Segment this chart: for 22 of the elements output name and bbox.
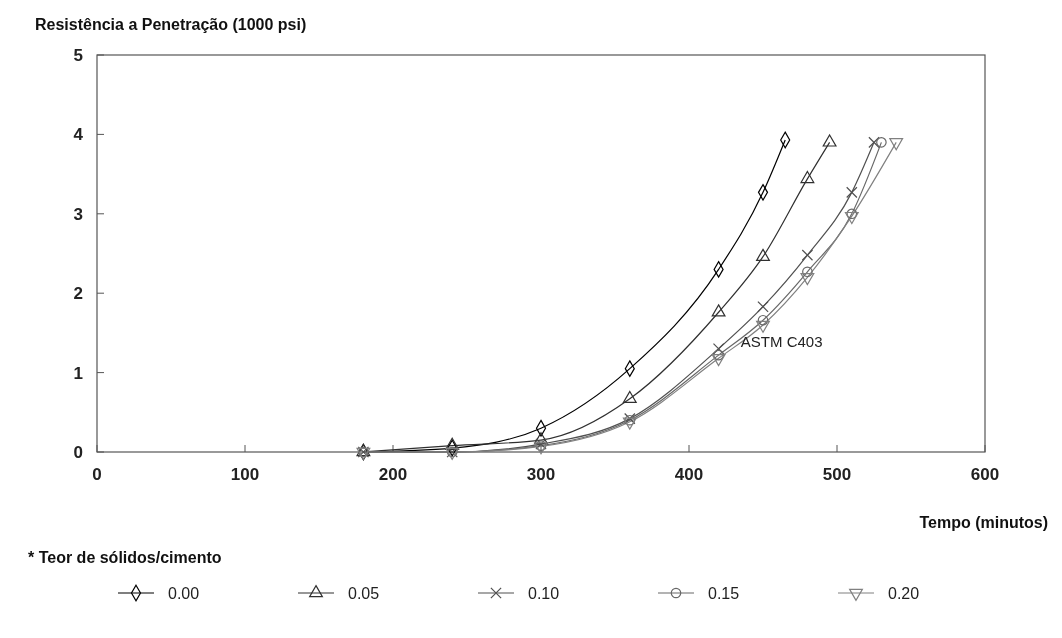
x-tick-label: 200 [378,465,408,484]
legend-label: 0.05 [348,584,380,602]
y-axis-title: Resistência a Penetração (1000 psi) [35,16,307,33]
y-tick-label: 0 [73,442,83,462]
y-tick-label: 4 [73,125,84,145]
x-axis-title: Tempo (minutos) [919,514,1048,531]
x-tick-label: 0 [92,465,102,484]
y-tick-label: 2 [73,284,83,304]
y-tick-label: 1 [73,363,83,383]
legend-label: 0.10 [528,584,560,602]
x-tick-label: 100 [230,465,260,484]
x-tick-label: 400 [674,465,704,484]
annotation: ASTM C403 [740,332,823,350]
y-tick-label: 3 [73,204,83,224]
legend-label: 0.00 [168,584,200,602]
x-tick-label: 300 [526,465,556,484]
x-tick-label: 600 [970,465,1000,484]
legend-title: * Teor de sólidos/cimento [28,549,222,566]
y-tick-label: 5 [73,45,83,65]
legend-label: 0.20 [888,584,920,602]
x-tick-label: 500 [822,465,852,484]
legend-label: 0.15 [708,584,740,602]
